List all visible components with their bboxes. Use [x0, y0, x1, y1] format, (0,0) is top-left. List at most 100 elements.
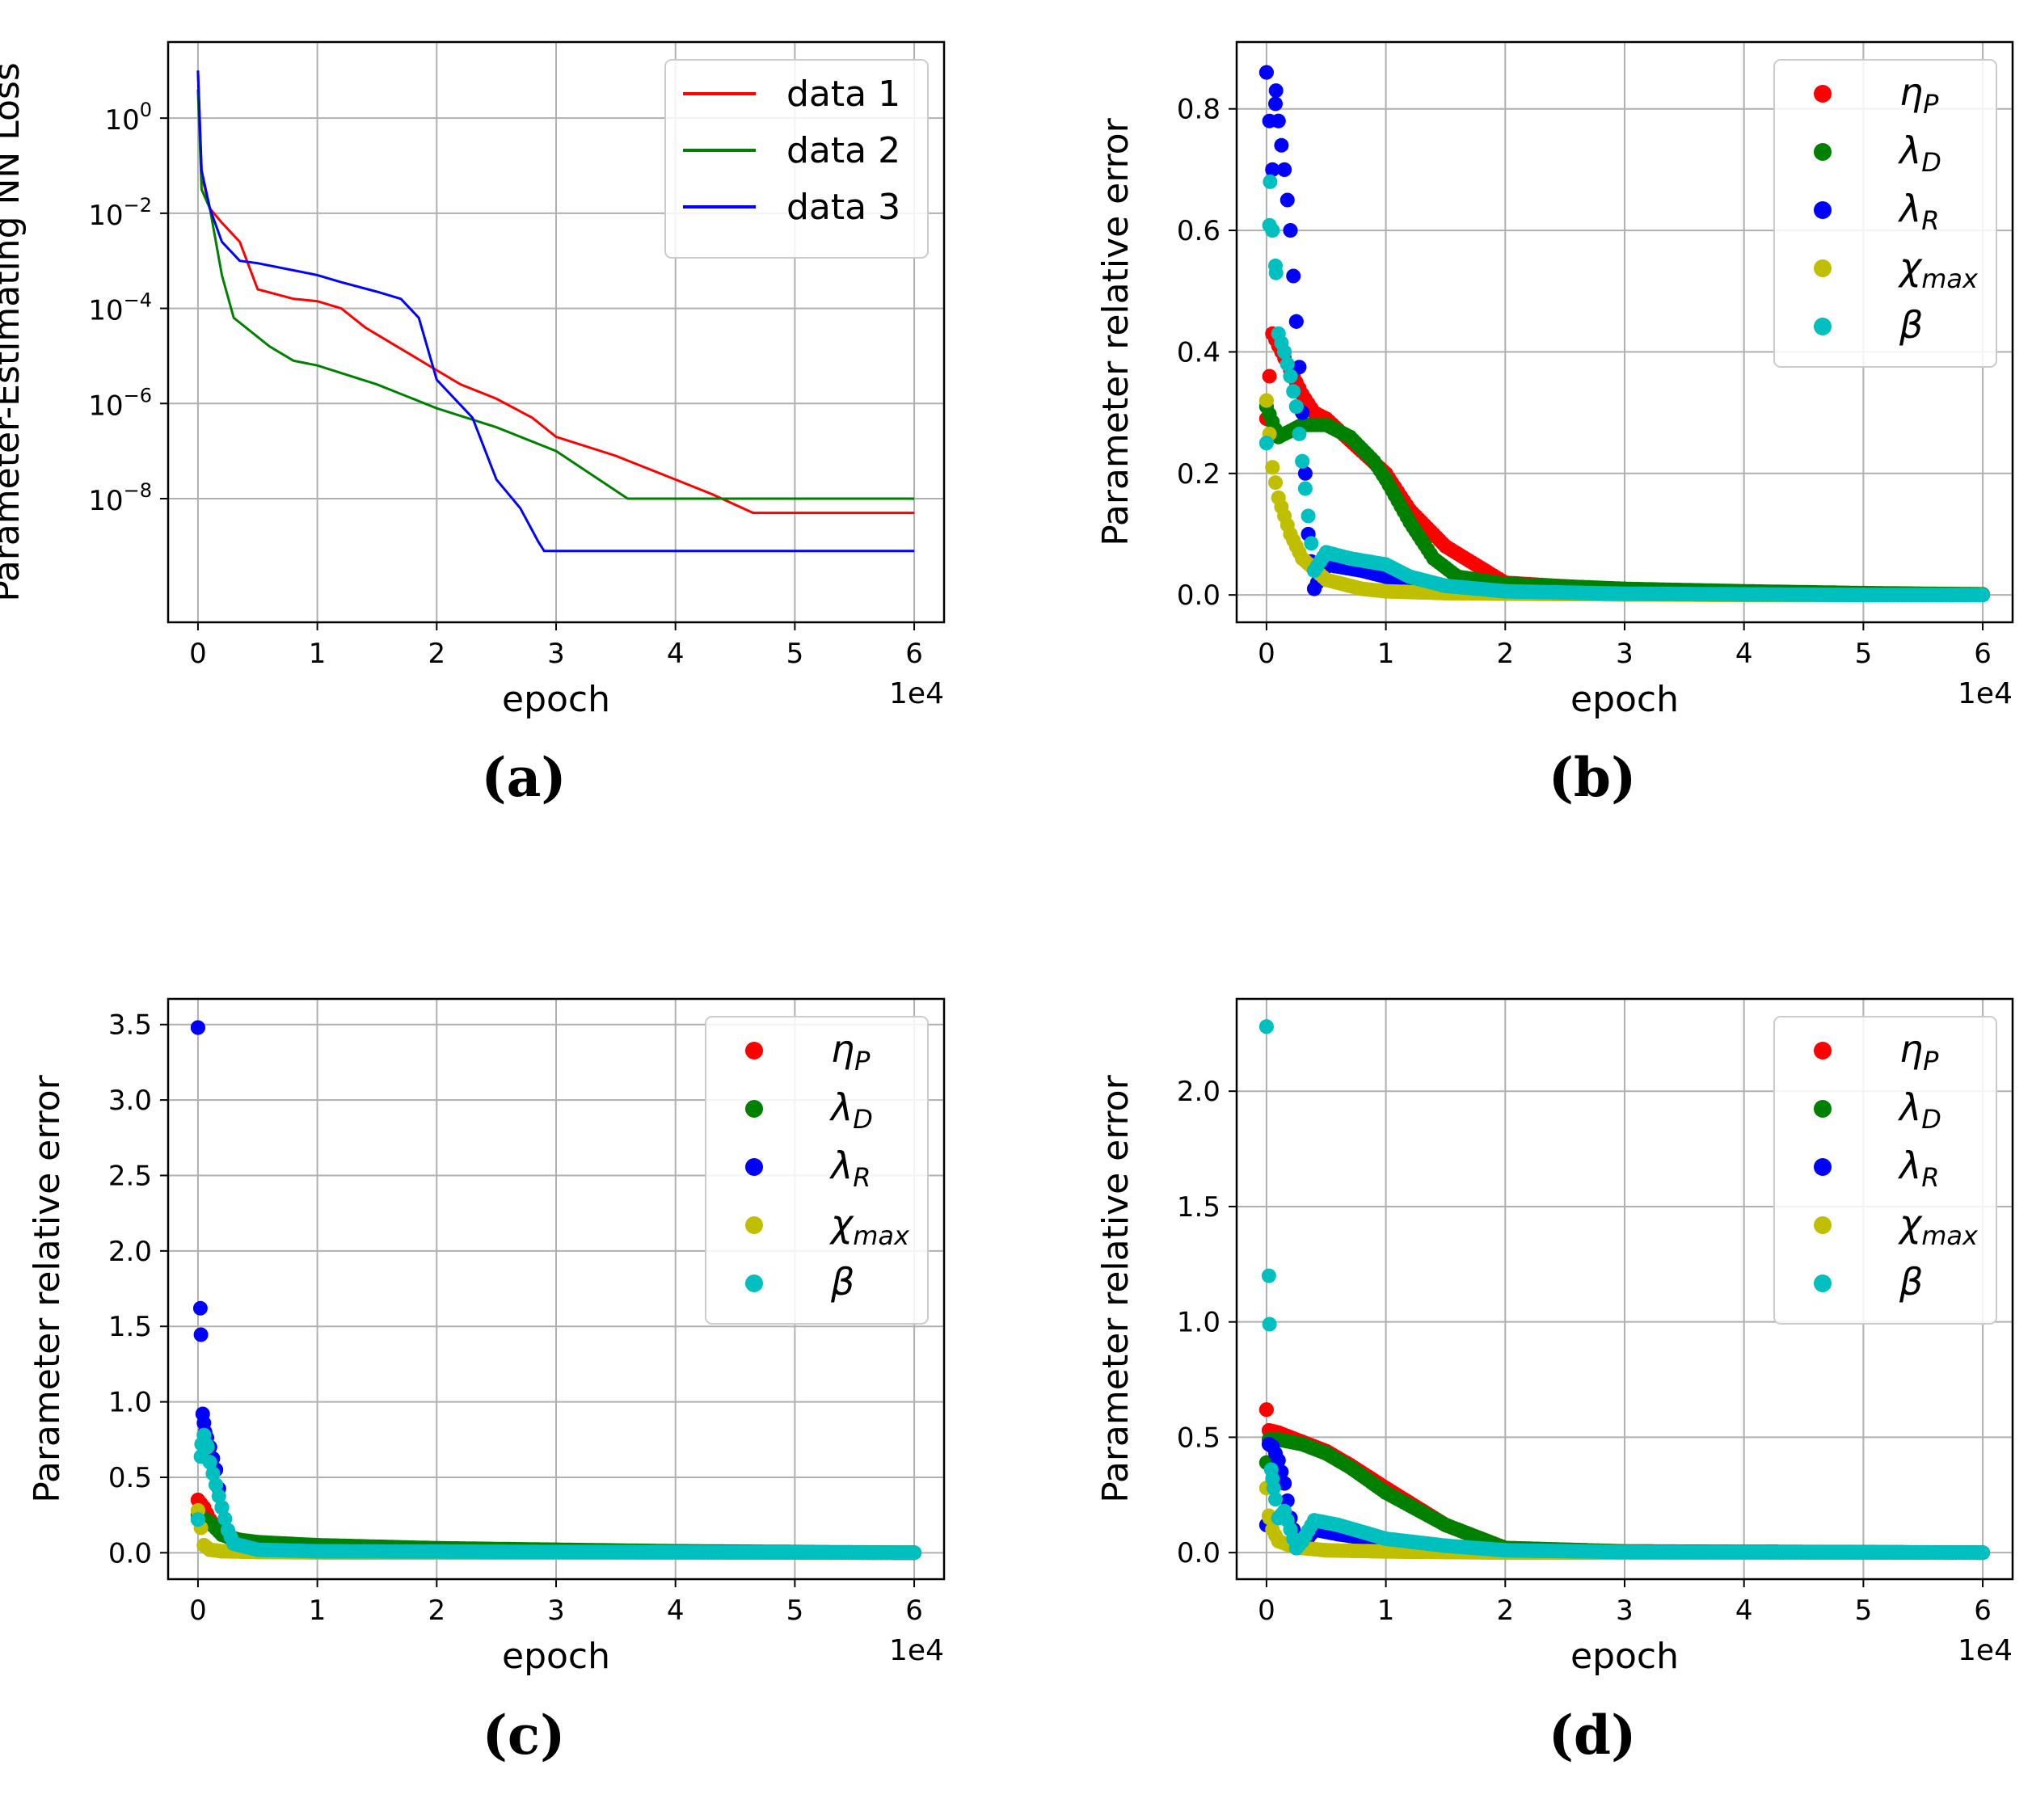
x-multiplier: 1e4: [1958, 677, 2013, 710]
x-tick-label: 0: [189, 638, 207, 670]
x-tick-label: 3: [547, 638, 565, 670]
data-point: [1438, 1538, 1453, 1553]
data-point: [1318, 572, 1334, 588]
legend-swatch: [1814, 85, 1832, 103]
y-tick-label: 0.2: [1177, 458, 1220, 491]
data-point: [1271, 326, 1286, 341]
chart-panel-d: 0 1 2 3 4 5 6 1e4 epoch 0.0 0.5 1.0 1.5 2.0 Parameter …: [1095, 997, 2014, 1767]
data-point: [196, 1427, 212, 1443]
data-point: [190, 1020, 205, 1035]
legend-label: ηP: [1899, 70, 1939, 120]
legend-swatch: [745, 1216, 763, 1234]
y-tick-label: 1.0: [1177, 1307, 1220, 1339]
plot-area: [1258, 65, 1991, 603]
data-point: [1288, 399, 1304, 415]
legend-box: [705, 1016, 929, 1325]
legend-label: λR: [1897, 1144, 1939, 1193]
data-point: [202, 1542, 217, 1557]
data-point: [1283, 1522, 1298, 1537]
x-multiplier: 1e4: [1958, 1634, 2013, 1667]
panel-label: (c): [483, 1704, 566, 1767]
legend-label: χmax: [828, 1202, 910, 1251]
x-tick-label: 4: [667, 1595, 685, 1627]
data-point: [1366, 453, 1381, 469]
data-point: [220, 1523, 235, 1538]
y-tick-label: 3.5: [108, 1009, 152, 1042]
chart-panel-c: 0 1 2 3 4 5 6 1e4 epoch 0.0 0.5 1.0 1.5 2.0 2.5 3.0 3.5 P…: [27, 997, 946, 1767]
data-point: [1307, 563, 1322, 579]
data-point: [1343, 429, 1358, 444]
data-point: [1258, 1019, 1274, 1034]
panel-label: (b): [1549, 746, 1637, 809]
legend-label: χmax: [1897, 1202, 1979, 1251]
data-point: [1268, 1492, 1283, 1507]
data-point: [1258, 393, 1274, 408]
data-point: [1274, 137, 1289, 153]
data-point: [1283, 223, 1298, 238]
legend-box: [1773, 59, 1997, 368]
data-point: [1277, 1503, 1292, 1519]
x-tick-label: 0: [1258, 1595, 1275, 1627]
x-tick-label: 1: [309, 638, 327, 670]
data-point: [1856, 588, 1871, 603]
legend-swatch: [1814, 1158, 1832, 1176]
data-point: [1318, 1446, 1334, 1461]
legend-label: ηP: [1899, 1027, 1939, 1076]
data-point: [200, 1439, 215, 1455]
y-tick-label: 2.0: [108, 1236, 152, 1268]
x-tick-label: 5: [1855, 638, 1873, 670]
data-point: [1288, 314, 1304, 329]
y-tick-label: 2.0: [1177, 1076, 1220, 1108]
data-point: [1262, 369, 1277, 384]
data-point: [250, 1542, 265, 1557]
y-tick-label: 0.5: [1177, 1422, 1220, 1454]
data-point: [1318, 417, 1334, 432]
data-point: [1268, 475, 1283, 491]
x-axis-label: epoch: [1570, 679, 1679, 720]
data-point: [1265, 1439, 1280, 1454]
data-point: [1286, 384, 1301, 399]
legend-swatch: [1814, 1274, 1832, 1292]
y-axis-label: Parameter relative error: [27, 1074, 68, 1502]
y-tick-label: 0.6: [1177, 215, 1220, 247]
data-point: [226, 1536, 242, 1552]
data-point: [1402, 514, 1418, 529]
data-point: [1292, 426, 1307, 441]
legend-label: β: [1899, 1260, 1923, 1304]
y-tick-label: 10−6: [88, 384, 152, 422]
x-axis-label: epoch: [1570, 1636, 1679, 1677]
data-point: [1265, 460, 1280, 475]
legend: ηP λD λR χmax β: [705, 1016, 929, 1325]
y-tick-label: 100: [104, 99, 152, 137]
legend-swatch: [745, 1274, 763, 1292]
legend-label: λR: [1897, 187, 1939, 236]
data-point: [1617, 1544, 1632, 1560]
data-point: [1292, 360, 1307, 375]
series-points: [190, 1427, 922, 1561]
x-tick-label: 1: [1377, 638, 1395, 670]
x-tick-label: 4: [1735, 638, 1753, 670]
x-tick-label: 1: [1377, 1595, 1395, 1627]
legend-label: data 3: [786, 187, 900, 228]
data-point: [217, 1511, 233, 1527]
data-point: [1301, 508, 1316, 524]
y-tick-label: 0.4: [1177, 336, 1220, 369]
data-point: [1279, 192, 1295, 208]
data-point: [907, 1545, 922, 1561]
series-points: [1258, 1019, 1991, 1561]
data-point: [1438, 1517, 1453, 1532]
data-point: [1279, 356, 1295, 372]
x-tick-label: 6: [1974, 1595, 1992, 1627]
data-point: [1378, 1531, 1393, 1546]
data-point: [1263, 174, 1278, 189]
data-point: [1283, 369, 1298, 384]
x-tick-label: 0: [1258, 638, 1275, 670]
legend-label: β: [830, 1260, 854, 1304]
legend-swatch: [1814, 1100, 1832, 1118]
legend-swatch: [745, 1100, 763, 1118]
series-line: [196, 89, 915, 500]
data-point: [1286, 268, 1301, 284]
data-point: [310, 1544, 325, 1559]
data-point: [1271, 1533, 1286, 1548]
y-axis-label: Parameter-Estimating NN Loss: [0, 62, 27, 602]
